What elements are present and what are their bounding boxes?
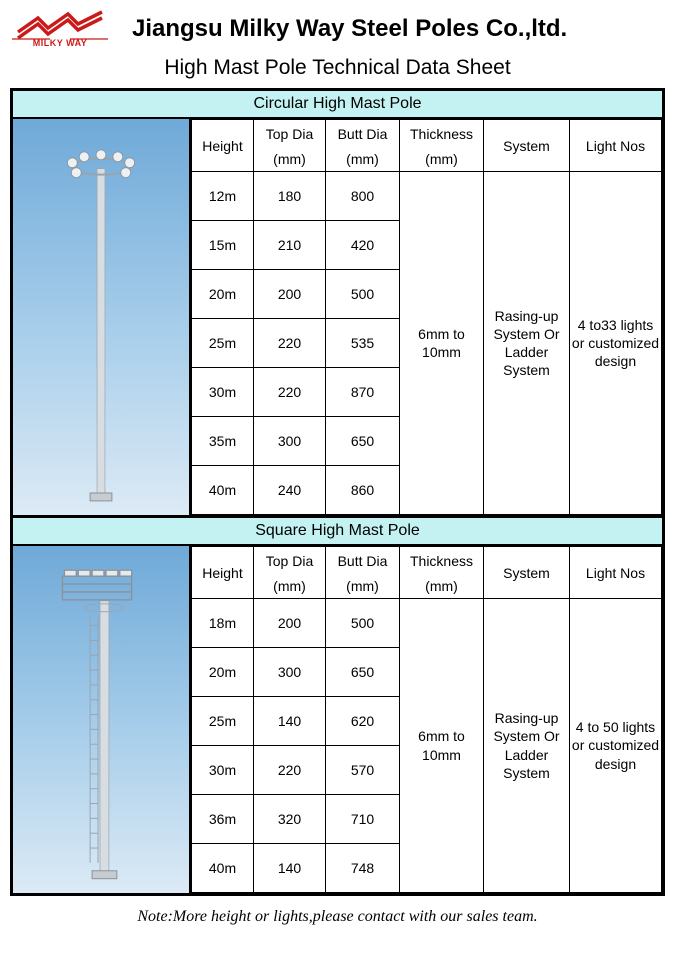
col-system: System bbox=[484, 120, 570, 172]
col-height: Height bbox=[192, 120, 254, 172]
cell-system: Rasing-up System Or Ladder System bbox=[484, 599, 570, 893]
cell-thickness: 6mm to 10mm bbox=[400, 599, 484, 893]
illustration-square bbox=[13, 546, 191, 893]
unit-mm: (mm) bbox=[254, 575, 326, 599]
col-height: Height bbox=[192, 547, 254, 599]
unit-mm: (mm) bbox=[254, 148, 326, 172]
section-circular: Height Top Dia Butt Dia Thickness System… bbox=[13, 119, 662, 515]
col-thickness: Thickness bbox=[400, 547, 484, 575]
section-square: Height Top Dia Butt Dia Thickness System… bbox=[13, 546, 662, 893]
unit-mm: (mm) bbox=[326, 148, 400, 172]
milkyway-logo-icon bbox=[10, 10, 110, 40]
unit-mm: (mm) bbox=[400, 148, 484, 172]
logo-text: MILKY WAY bbox=[33, 38, 88, 48]
table-row: 18m 200 500 6mm to 10mm Rasing-up System… bbox=[192, 599, 662, 648]
header: MILKY WAY Jiangsu Milky Way Steel Poles … bbox=[10, 6, 665, 52]
section-title-square: Square High Mast Pole bbox=[13, 515, 662, 546]
page-subtitle: High Mast Pole Technical Data Sheet bbox=[10, 56, 665, 80]
col-buttdia: Butt Dia bbox=[326, 547, 400, 575]
col-buttdia: Butt Dia bbox=[326, 120, 400, 148]
spec-sheet: Circular High Mast Pole bbox=[10, 88, 665, 896]
table-square: Height Top Dia Butt Dia Thickness System… bbox=[191, 546, 662, 893]
col-thickness: Thickness bbox=[400, 120, 484, 148]
logo: MILKY WAY bbox=[10, 6, 110, 52]
col-topdia: Top Dia bbox=[254, 120, 326, 148]
section-title-circular: Circular High Mast Pole bbox=[13, 91, 662, 119]
col-lightnos: Light Nos bbox=[570, 120, 662, 172]
col-topdia: Top Dia bbox=[254, 547, 326, 575]
col-lightnos: Light Nos bbox=[570, 547, 662, 599]
cell-lightnos: 4 to 50 lights or customized design bbox=[570, 599, 662, 893]
company-title: Jiangsu Milky Way Steel Poles Co.,ltd. bbox=[120, 15, 665, 43]
col-system: System bbox=[484, 547, 570, 599]
cell-lightnos: 4 to33 lights or customized design bbox=[570, 172, 662, 515]
table-circular: Height Top Dia Butt Dia Thickness System… bbox=[191, 119, 662, 515]
unit-mm: (mm) bbox=[400, 575, 484, 599]
table-row: 12m 180 800 6mm to 10mm Rasing-up System… bbox=[192, 172, 662, 221]
illustration-circular bbox=[13, 119, 191, 515]
unit-mm: (mm) bbox=[326, 575, 400, 599]
cell-system: Rasing-up System Or Ladder System bbox=[484, 172, 570, 515]
cell-thickness: 6mm to 10mm bbox=[400, 172, 484, 515]
footer-note: Note:More height or lights,please contac… bbox=[10, 908, 665, 926]
